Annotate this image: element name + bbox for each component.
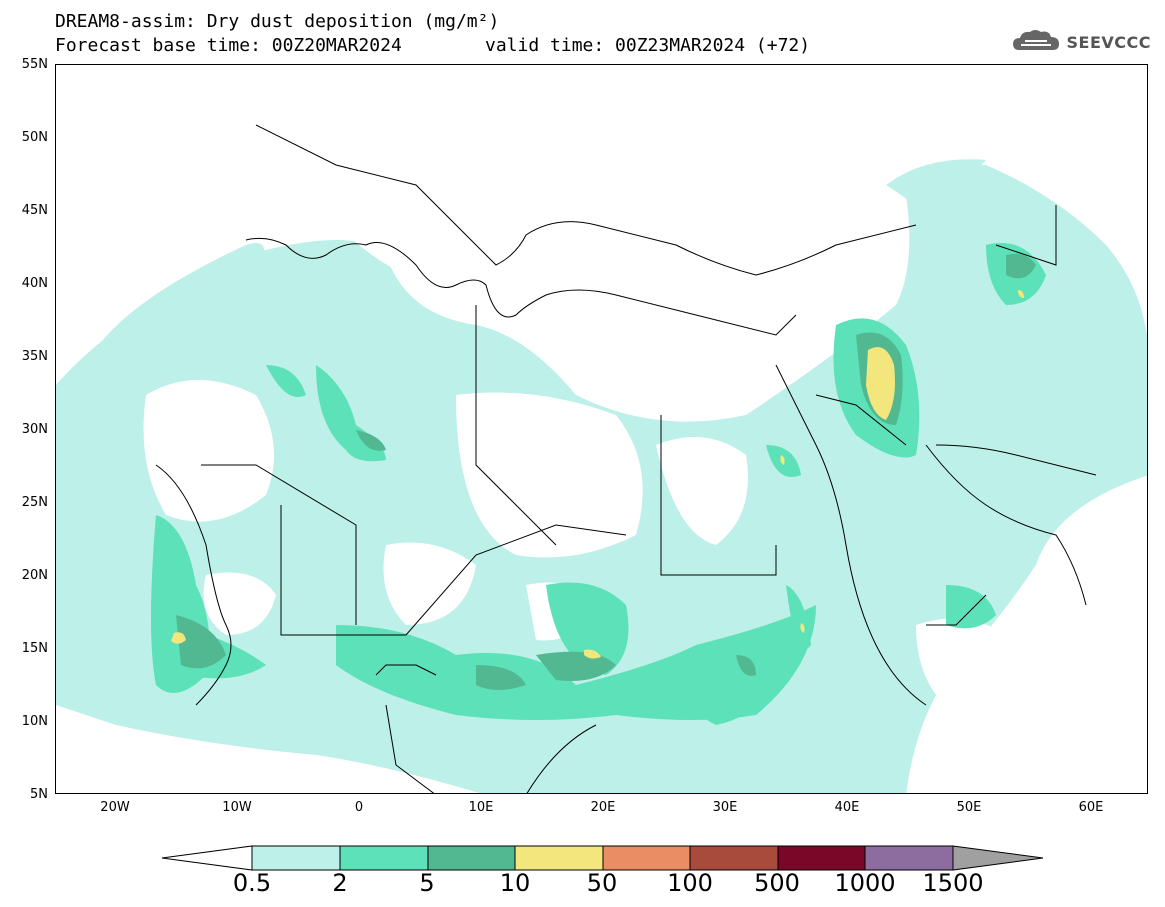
colorbar-label: 500: [754, 869, 800, 897]
dust-level-10: [171, 290, 1024, 659]
colorbar-label: 10: [499, 869, 531, 897]
colorbar-bin: [427, 845, 516, 871]
map-title: DREAM8-assim: Dry dust deposition (mg/m²…: [55, 11, 500, 32]
lon-label: 10W: [222, 800, 252, 815]
lat-label: 25N: [21, 495, 48, 510]
lat-label: 15N: [21, 641, 48, 656]
valid-time: valid time: 00Z23MAR2024 (+72): [485, 35, 811, 56]
colorbar-label: 0.5: [232, 869, 272, 897]
lat-label: 55N: [21, 57, 48, 72]
colorbar-bin: [864, 845, 954, 871]
lat-label: 30N: [21, 422, 48, 437]
colorbar-label: 1000: [834, 869, 896, 897]
colorbar-under-arrow: [161, 845, 253, 871]
lat-label: 10N: [21, 714, 48, 729]
seevccc-logo: SEEVCCC: [1011, 28, 1152, 56]
lon-label: 10E: [468, 800, 494, 815]
colorbar-bin: [602, 845, 691, 871]
lon-label: 60E: [1078, 800, 1104, 815]
colorbar-over-arrow: [952, 845, 1044, 871]
lon-label: 50E: [956, 800, 982, 815]
colorbar-label: 5: [419, 869, 435, 897]
lat-label: 20N: [21, 568, 48, 583]
lon-label: 20W: [100, 800, 130, 815]
colorbar-bin: [339, 845, 429, 871]
colorbar-bin: [689, 845, 779, 871]
colorbar-bin: [251, 845, 341, 871]
colorbar-label: 100: [667, 869, 713, 897]
colorbar-label: 1500: [922, 869, 984, 897]
logo-text: SEEVCCC: [1066, 32, 1151, 52]
lat-label: 5N: [30, 787, 48, 802]
colorbar: [161, 845, 1044, 871]
colorbar-label: 2: [332, 869, 348, 897]
lat-label: 40N: [21, 276, 48, 291]
colorbar-bin: [514, 845, 604, 871]
lon-label: 30E: [712, 800, 738, 815]
country-borders: [155, 124, 1097, 793]
lat-label: 35N: [21, 349, 48, 364]
map-area: [55, 64, 1148, 794]
lon-label: 40E: [834, 800, 860, 815]
forecast-base-time: Forecast base time: 00Z20MAR2024: [55, 35, 402, 56]
colorbar-label: 50: [586, 869, 618, 897]
lat-label: 45N: [21, 203, 48, 218]
lat-label: 50N: [21, 130, 48, 145]
colorbar-bin: [777, 845, 866, 871]
lon-label: 0: [354, 800, 364, 815]
cloud-logo-icon: [1012, 30, 1059, 50]
lon-label: 20E: [590, 800, 616, 815]
dust-map: [56, 65, 1147, 793]
